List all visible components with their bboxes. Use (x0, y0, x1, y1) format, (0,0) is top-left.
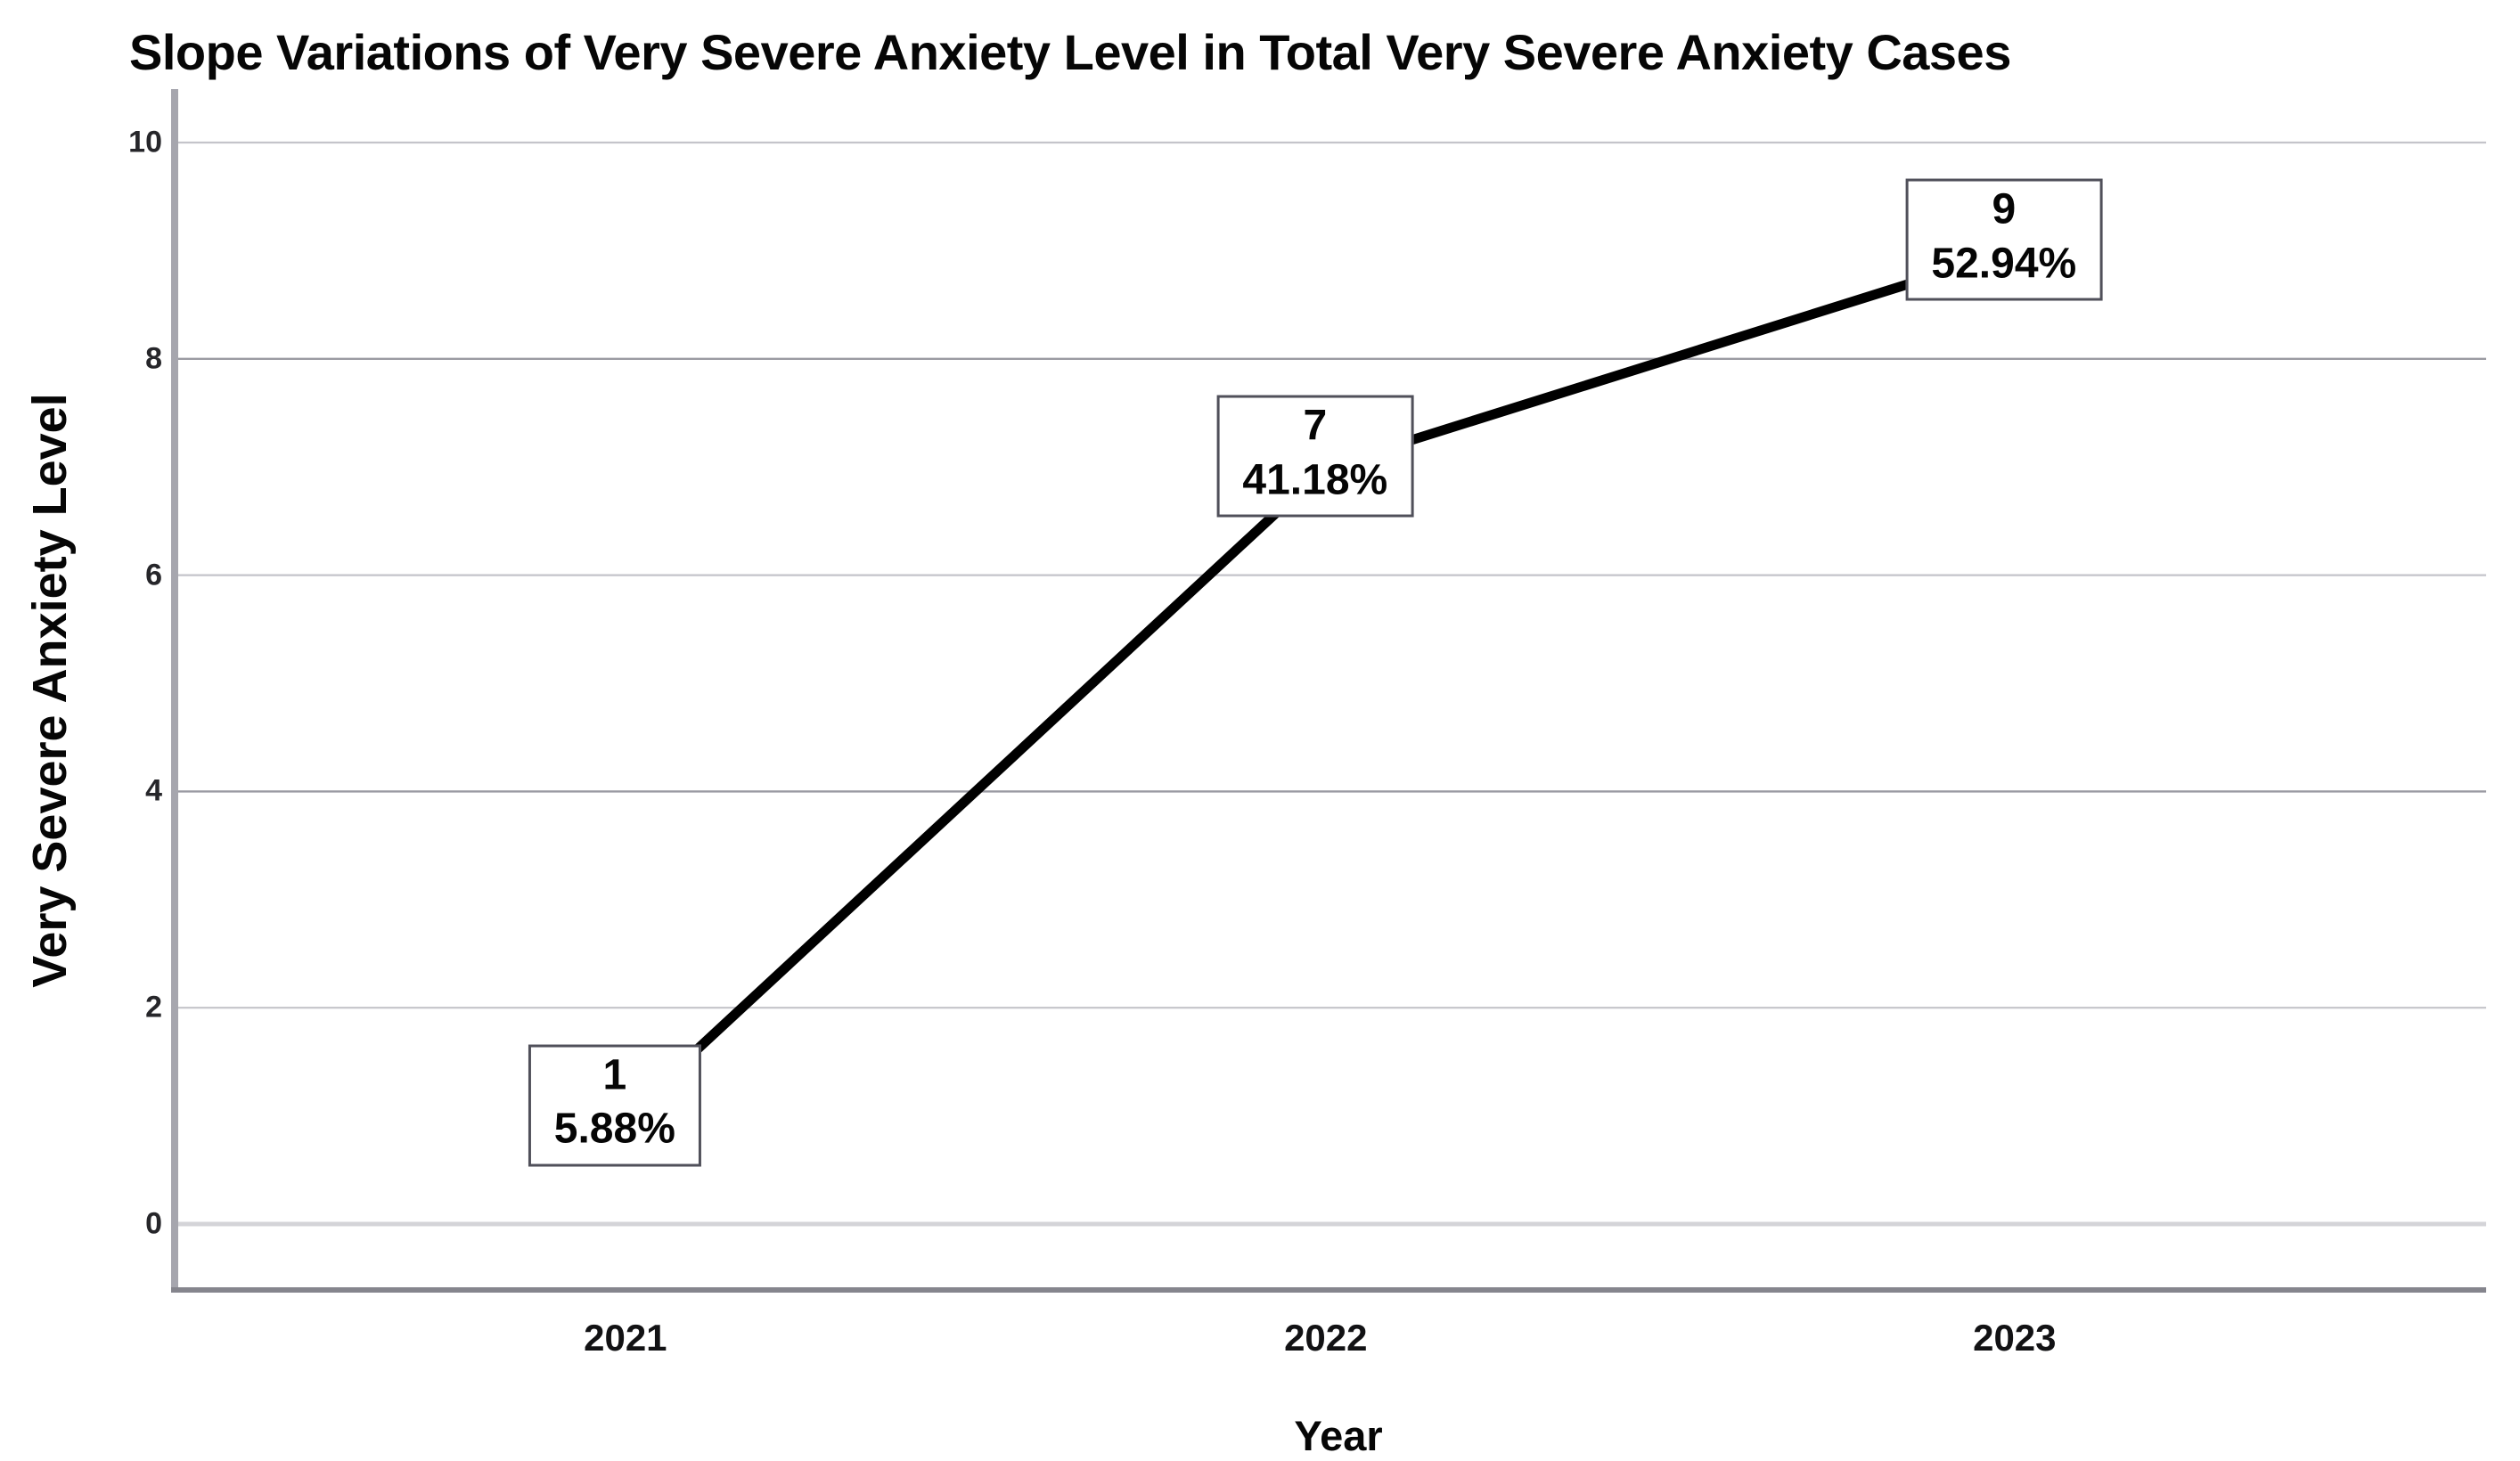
point-value: 9 (1992, 185, 2017, 233)
y-tick-label: 10 (128, 125, 162, 159)
data-point-label: 9 52.94% (1905, 178, 2103, 301)
y-tick-label: 6 (145, 558, 162, 592)
x-tick-label: 2021 (584, 1317, 667, 1359)
point-percent: 41.18% (1242, 456, 1388, 504)
y-tick-label: 8 (145, 341, 162, 376)
y-tick-label: 4 (145, 773, 162, 808)
x-tick-label: 2022 (1284, 1317, 1368, 1359)
y-tick-label: 0 (145, 1206, 162, 1241)
y-tick-label: 2 (145, 990, 162, 1024)
chart-title: Slope Variations of Very Severe Anxiety … (129, 24, 2011, 80)
point-value: 1 (602, 1051, 627, 1099)
x-tick-label: 2023 (1973, 1317, 2057, 1359)
data-line (620, 245, 2020, 1122)
x-axis-title: Year (1294, 1412, 1383, 1459)
point-percent: 5.88% (553, 1105, 675, 1153)
data-point-label: 1 5.88% (528, 1044, 701, 1167)
point-value: 7 (1303, 402, 1328, 450)
point-percent: 52.94% (1931, 240, 2077, 288)
data-point-label: 7 41.18% (1216, 395, 1414, 518)
